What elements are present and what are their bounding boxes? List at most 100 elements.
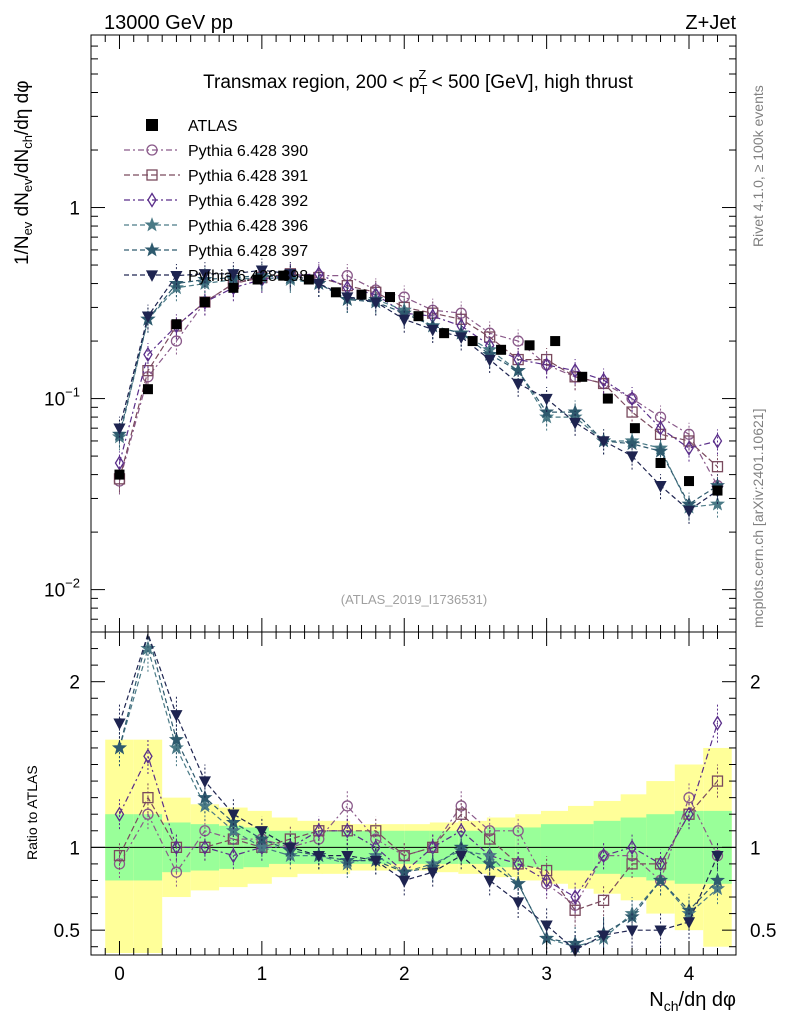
atlas-point <box>385 292 396 303</box>
series-point <box>483 354 496 367</box>
legend-marker <box>146 169 158 181</box>
atlas-point <box>467 336 478 347</box>
ratio-point <box>114 806 125 822</box>
series-point <box>114 455 125 471</box>
series-point <box>712 433 723 449</box>
ratio-point <box>225 822 241 838</box>
series-point <box>227 269 240 281</box>
ratio-point <box>453 839 469 854</box>
legend-marker <box>145 270 159 282</box>
ratio-point <box>598 847 609 864</box>
atlas-point <box>142 384 153 395</box>
ratio-point <box>682 917 696 929</box>
legend-marker <box>146 144 158 156</box>
header-right: Z+Jet <box>685 12 736 34</box>
atlas-point <box>303 274 314 285</box>
main-panel: 1 10−1 10−2 Transmax region, 200 < pTZ < 5… <box>44 34 737 633</box>
ratio-point <box>341 800 353 812</box>
ratio-point <box>113 718 126 730</box>
plot-title: Transmax region, 200 < pTZ < 500 [GeV], … <box>203 67 633 97</box>
ratio-point <box>455 850 468 863</box>
ratio-point <box>652 872 668 887</box>
legend-marker <box>144 242 160 257</box>
ratio-plot-area <box>91 631 736 957</box>
y-tick-label: 10−2 <box>44 576 80 602</box>
ratio-point <box>142 791 154 804</box>
series-point <box>624 435 640 451</box>
legend-marker-atlas <box>146 119 158 131</box>
atlas-point <box>114 469 125 480</box>
atlas-point <box>439 328 450 339</box>
legend-label: Pythia 6.428 397 <box>188 243 308 260</box>
series-point <box>625 451 639 463</box>
ratio-point <box>625 925 639 938</box>
x-tick-label: 3 <box>541 964 552 985</box>
x-tick-label: 4 <box>684 964 695 985</box>
title-suffix: < 500 [GeV], high thrust <box>426 72 633 93</box>
series-point <box>113 423 126 436</box>
ratio-point <box>254 831 270 846</box>
ratio-point <box>570 889 580 905</box>
main-plot-area <box>112 258 726 524</box>
ratio-point <box>314 823 324 839</box>
atlas-point <box>413 311 424 322</box>
ratio-point <box>112 739 127 755</box>
ratio-axes: 0 1 2 3 4 0.5 0.5 1 1 2 2 <box>54 632 776 985</box>
series-point <box>682 505 696 518</box>
legend-label: Pythia 6.428 390 <box>188 143 308 160</box>
x-tick-label: 2 <box>399 964 410 985</box>
y-tick-label: 10−1 <box>44 385 80 411</box>
series-point <box>341 292 354 304</box>
legend-label: Pythia 6.428 398 <box>188 268 308 285</box>
atlas-point <box>228 282 239 293</box>
series-point <box>141 311 155 324</box>
y-axis-label-ratio: Ratio to ATLAS <box>24 765 40 860</box>
legend-label: ATLAS <box>188 118 238 135</box>
atlas-point <box>629 423 640 434</box>
y-axis-label-main: 1/Nev dNev/dNch/dη dφ <box>12 80 35 265</box>
mcplots-label: mcplots.cern.ch [arXiv:2401.10621] <box>750 409 766 628</box>
title-prefix: Transmax region, 200 < p <box>203 72 419 93</box>
series-point <box>597 436 610 448</box>
ratio-point <box>711 850 724 863</box>
atlas-point <box>496 344 507 355</box>
x-tick-label: 0 <box>114 964 125 985</box>
ratio-point <box>170 866 183 878</box>
ratio-point <box>540 920 553 933</box>
series-line <box>118 273 718 464</box>
series-point <box>683 428 695 440</box>
ratio-point <box>569 904 581 916</box>
ratio-frame <box>90 631 737 956</box>
atlas-point <box>577 371 588 382</box>
ratio-point <box>168 739 184 755</box>
ratio-series-line <box>118 780 718 912</box>
series-point <box>168 275 184 290</box>
ratio-point <box>168 731 184 747</box>
ratio-point <box>627 839 637 856</box>
ratio-point <box>711 775 724 787</box>
ratio-point <box>541 872 552 889</box>
ratio-tick-label-right: 1 <box>750 838 761 859</box>
series-point <box>455 332 468 344</box>
ratio-series-line <box>118 646 718 948</box>
series-point <box>512 335 524 347</box>
series-point <box>512 378 525 391</box>
ratio-point <box>227 809 240 822</box>
analysis-tag: (ATLAS_2019_I1736531) <box>341 592 487 607</box>
series-point <box>455 313 467 325</box>
ratio-point <box>710 872 725 887</box>
atlas-point <box>602 393 613 404</box>
ratio-point <box>597 930 610 943</box>
series-point <box>627 390 637 407</box>
atlas-data <box>114 270 723 496</box>
ratio-point <box>113 849 126 862</box>
series-point <box>570 362 580 379</box>
ratio-point <box>597 894 610 906</box>
ratio-point <box>284 842 297 855</box>
legend: ATLAS Pythia 6.428 390 Pythia 6.428 391 Pyt… <box>124 118 308 285</box>
series-point <box>652 443 668 458</box>
legend-label: Pythia 6.428 391 <box>188 168 308 185</box>
ratio-point <box>228 847 239 864</box>
series-point <box>198 269 211 281</box>
